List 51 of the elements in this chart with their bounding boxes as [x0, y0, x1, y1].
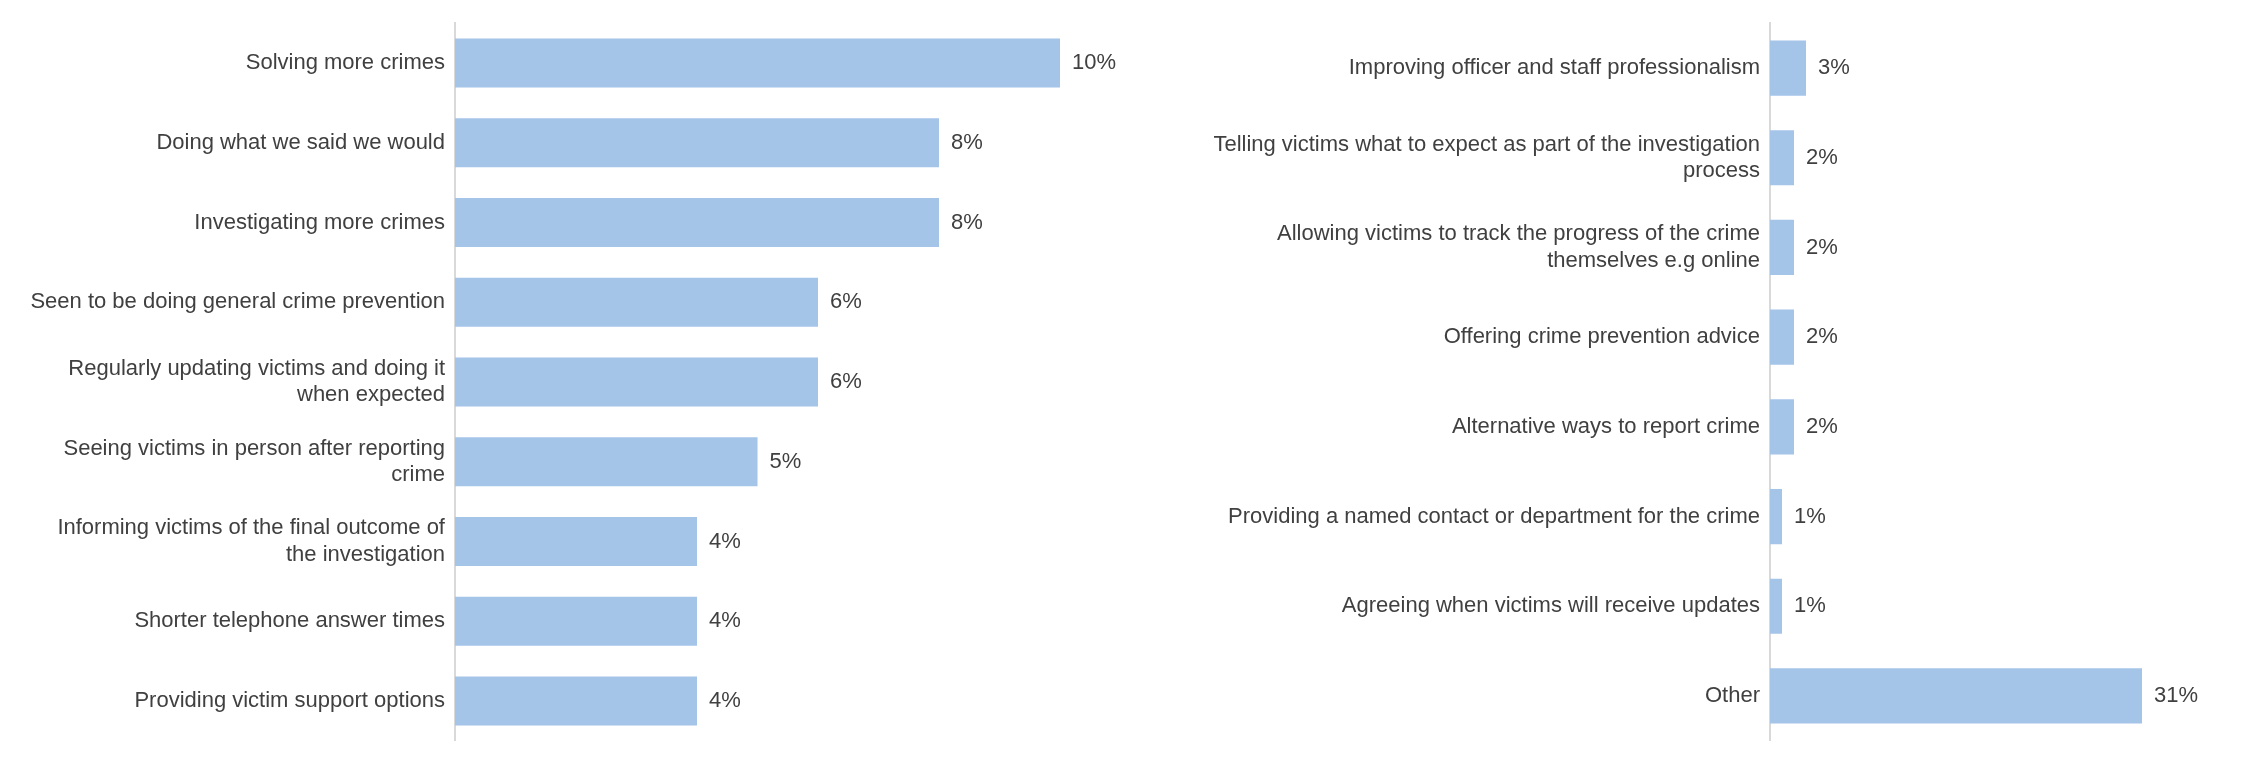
bar [455, 357, 818, 407]
data-label: 2% [1806, 323, 1838, 349]
data-label: 2% [1806, 412, 1838, 438]
y-tick-label: Informing victims of the final outcome of the investigation [57, 514, 446, 566]
bar [455, 437, 758, 487]
data-label: 6% [830, 288, 862, 314]
y-tick-label: Providing victim support options [134, 687, 445, 712]
y-tick-label: Allowing victims to track the progress of the crime themselves e.g online [1277, 220, 1760, 272]
y-tick-label: Agreeing when victims will receive updates [1341, 592, 1760, 618]
y-tick-label: Offering crime prevention advice [1443, 323, 1760, 349]
bar [1770, 399, 1794, 455]
data-label: 4% [709, 607, 741, 633]
data-label: 1% [1794, 502, 1826, 528]
y-tick-label: Doing what we said we would [156, 128, 445, 154]
bar [455, 277, 818, 327]
data-label: 4% [709, 687, 741, 712]
bar [1770, 130, 1794, 186]
data-label: 10% [1072, 49, 1117, 75]
data-label: 2% [1806, 143, 1838, 169]
bar [1770, 578, 1782, 634]
y-tick-label: Regularly updating victims and doing it when expected [68, 354, 445, 407]
y-tick-label: Investigating more crimes [194, 208, 445, 234]
y-tick-label: Alternative ways to report crime [1451, 412, 1760, 438]
bar [455, 38, 1060, 88]
y-tick-label: Improving officer and staff professionalism [1348, 54, 1760, 80]
bar [455, 198, 939, 248]
bar [455, 516, 697, 566]
data-label: 5% [769, 447, 802, 473]
y-tick-label: Solving more crimes [245, 49, 445, 75]
data-label: 1% [1794, 592, 1826, 618]
y-tick-label: Seeing victims in person after reporting crime [63, 434, 445, 486]
bar [1770, 488, 1782, 545]
y-tick-label: Providing a named contact or department for the crime [1228, 502, 1760, 528]
y-tick-label: Shorter telephone answer times [134, 607, 445, 633]
data-label: 2% [1806, 233, 1838, 259]
bar [455, 118, 939, 168]
bar [1770, 668, 2142, 724]
data-label: 6% [830, 368, 862, 394]
y-tick-label: Other [1704, 682, 1760, 708]
bar [1770, 309, 1794, 365]
y-tick-label: Seen to be doing general crime prevention [30, 288, 445, 314]
data-label: 4% [709, 527, 741, 553]
bar [1770, 40, 1806, 96]
bar [455, 676, 697, 726]
data-label: 31% [2154, 682, 2199, 708]
data-label: 8% [951, 208, 983, 234]
bar [1770, 219, 1794, 276]
data-label: 3% [1818, 54, 1850, 80]
y-tick-label: Telling victims what to expect as part of the investigation process [1213, 130, 1760, 183]
bar [455, 596, 697, 646]
data-label: 8% [951, 128, 983, 154]
